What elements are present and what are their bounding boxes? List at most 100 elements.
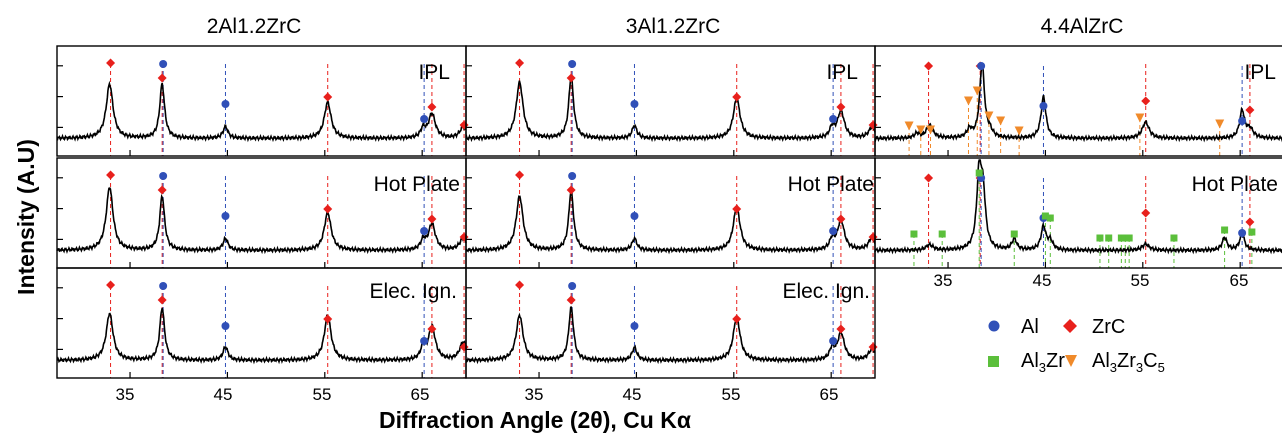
al-marker	[630, 212, 639, 220]
al3zr-marker	[1117, 234, 1125, 242]
x-tick-55-col3: 55	[1131, 271, 1150, 290]
legend-al3zr3c5-marker	[1065, 355, 1077, 367]
zrc-marker	[1141, 208, 1151, 218]
x-tick-55-col1: 55	[313, 385, 332, 404]
al-marker	[221, 322, 230, 330]
panel-label-3al-elec-ign: Elec. Ign.	[782, 280, 870, 303]
x-tick-35-col3: 35	[934, 271, 953, 290]
al-marker	[221, 100, 230, 108]
zrc-marker	[924, 61, 934, 71]
legend-al-marker	[988, 320, 1000, 332]
zrc-marker	[924, 173, 934, 183]
column-title-3: 4.4AlZrC	[1041, 15, 1124, 38]
al-marker	[159, 172, 168, 180]
al-marker	[420, 337, 429, 345]
x-tick-55-col2: 55	[722, 385, 741, 404]
al3zr-marker	[1046, 214, 1054, 222]
legend-al-label: Al	[1021, 316, 1039, 338]
al3zr-marker	[1096, 234, 1104, 242]
legend-al3zr3c5-part-1: Al	[1092, 350, 1110, 372]
zrc-marker	[836, 324, 846, 334]
al-marker	[159, 60, 168, 68]
legend-al3zr3c5-part-3: C	[1143, 350, 1157, 372]
zrc-marker	[836, 214, 846, 224]
xrd-trace-7	[874, 62, 1282, 143]
zrc-marker	[323, 204, 333, 214]
al-marker	[630, 100, 639, 108]
al-marker	[221, 212, 230, 220]
panel-label-2al-elec-ign: Elec. Ign.	[369, 280, 457, 303]
al3zr-marker	[910, 230, 918, 238]
legend-al3zr3c5-part-2: Zr	[1117, 350, 1136, 372]
al3zr-marker	[938, 230, 946, 238]
zrc-marker	[106, 170, 116, 180]
zrc-marker	[566, 185, 576, 195]
al-marker	[977, 62, 986, 70]
zrc-marker	[1245, 217, 1255, 227]
panel-label-3al-ipl: IPL	[826, 61, 858, 84]
zrc-marker	[836, 102, 846, 112]
al3zr-marker	[1170, 234, 1178, 242]
zrc-marker	[515, 170, 525, 180]
al3zr3c5-marker	[984, 111, 994, 121]
zrc-marker	[157, 295, 167, 305]
al-marker	[568, 172, 577, 180]
al-marker	[568, 60, 577, 68]
al-marker	[420, 115, 429, 123]
xrd-trace-6	[465, 306, 876, 365]
al3zr3c5-marker	[1215, 119, 1225, 129]
zrc-marker	[515, 58, 525, 68]
al-marker	[1238, 117, 1247, 125]
al3zr-marker	[1248, 228, 1256, 236]
legend-al3zr-label: Al3Zr	[1021, 350, 1065, 375]
al3zr-marker	[1121, 234, 1129, 242]
legend-al3zr3c5-sub-1: 3	[1110, 360, 1117, 375]
al-marker	[568, 282, 577, 290]
al3zr-marker	[975, 169, 983, 177]
xrd-trace-4	[465, 76, 876, 143]
zrc-marker	[157, 185, 167, 195]
zrc-marker	[732, 204, 742, 214]
al-marker	[1238, 229, 1247, 237]
al3zr-marker	[1010, 230, 1018, 238]
al-marker	[829, 227, 838, 235]
diffraction-traces	[56, 62, 1282, 365]
al3zr3c5-marker	[916, 125, 926, 135]
panel-label-2al-hot-plate: Hot Plate	[374, 173, 460, 196]
x-tick-65-col3: 65	[1230, 271, 1249, 290]
zrc-marker	[323, 314, 333, 324]
zrc-marker	[157, 73, 167, 83]
x-tick-45-col1: 45	[214, 385, 233, 404]
x-tick-35-col2: 35	[525, 385, 544, 404]
zrc-marker	[106, 58, 116, 68]
legend-zrc-label: ZrC	[1092, 316, 1125, 338]
x-tick-45-col2: 45	[623, 385, 642, 404]
legend-al3zr-sub: 3	[1039, 360, 1046, 375]
panel-label-44al-hot-plate: Hot Plate	[1192, 173, 1278, 196]
legend-al3zr-part-2: Zr	[1046, 350, 1065, 372]
al3zr-marker	[1125, 234, 1133, 242]
panel-frame-6	[465, 267, 876, 379]
zrc-marker	[732, 92, 742, 102]
zrc-marker	[427, 102, 437, 112]
zrc-marker	[323, 92, 333, 102]
al-marker	[829, 337, 838, 345]
al3zr3c5-marker	[996, 116, 1006, 126]
al-marker	[630, 322, 639, 330]
zrc-marker	[106, 280, 116, 290]
xrd-trace-8	[874, 159, 1282, 255]
al3zr3c5-marker	[972, 86, 982, 96]
legend-zrc-marker	[1063, 319, 1077, 333]
xrd-trace-2	[56, 186, 467, 255]
al3zr3c5-marker	[1014, 126, 1024, 136]
x-tick-65-col2: 65	[820, 385, 839, 404]
phase-markers	[106, 58, 1256, 352]
xrd-trace-1	[56, 80, 466, 143]
zrc-marker	[566, 295, 576, 305]
panel-frame-8	[874, 157, 1282, 269]
zrc-marker	[427, 214, 437, 224]
al3zr-marker	[1041, 212, 1049, 220]
reference-lines	[110, 64, 1253, 378]
al-marker	[159, 282, 168, 290]
x-tick-35-col1: 35	[116, 385, 135, 404]
